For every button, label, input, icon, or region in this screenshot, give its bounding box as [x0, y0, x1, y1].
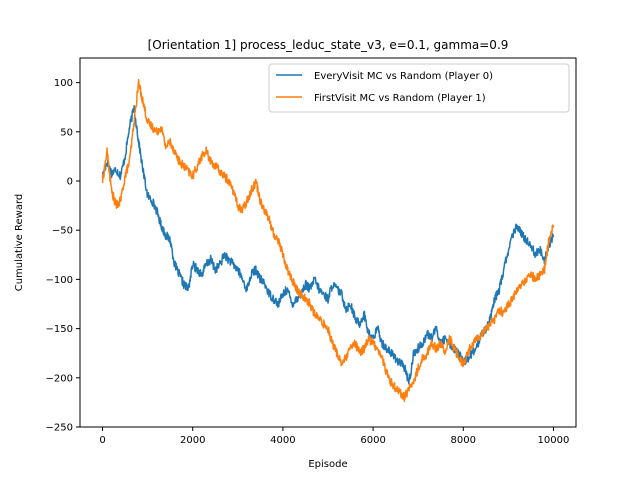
x-tick-label: 2000 [180, 435, 205, 446]
y-tick-label: −150 [46, 324, 73, 335]
x-axis-label: Episode [308, 459, 347, 470]
y-axis-label: Cumulative Reward [14, 194, 25, 292]
series-line-1 [101, 78, 555, 403]
y-tick-label: 100 [54, 78, 73, 89]
x-tick-label: 4000 [270, 435, 295, 446]
y-tick-label: 0 [67, 177, 73, 188]
x-axis-ticks: 0 2000 4000 6000 8000 10000 [99, 427, 569, 446]
y-tick-label: 50 [60, 127, 73, 138]
plot-area [101, 78, 555, 403]
chart-title: [Orientation 1] process_leduc_state_v3, … [148, 38, 509, 52]
y-tick-label: −100 [46, 275, 73, 286]
legend-box [268, 63, 570, 113]
axes-frame [79, 57, 577, 428]
y-tick-label: −250 [46, 423, 73, 434]
y-tick-label: −200 [46, 373, 73, 384]
legend-label-firstvisit: FirstVisit MC vs Random (Player 1) [314, 93, 486, 104]
series-line-0 [101, 105, 555, 385]
x-tick-label: 0 [99, 435, 105, 446]
x-tick-label: 10000 [538, 435, 570, 446]
y-tick-label: −50 [52, 226, 73, 237]
legend: EveryVisit MC vs Random (Player 0) First… [268, 63, 570, 113]
x-tick-label: 8000 [451, 435, 476, 446]
y-axis-ticks: −250 −200 −150 −100 −50 0 50 100 [46, 78, 80, 434]
x-tick-label: 6000 [360, 435, 385, 446]
legend-label-everyvisit: EveryVisit MC vs Random (Player 0) [314, 71, 493, 82]
